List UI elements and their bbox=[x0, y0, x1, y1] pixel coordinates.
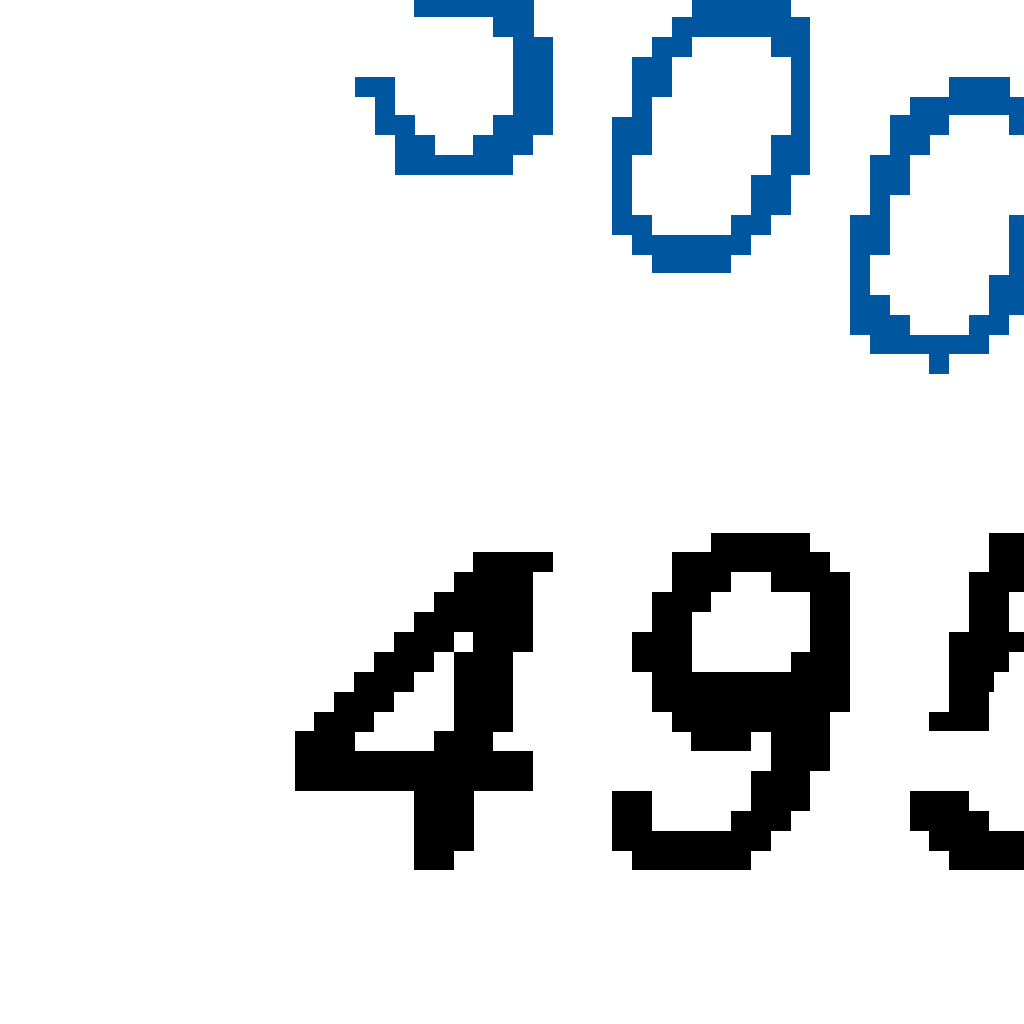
top-number-500 bbox=[355, 0, 1024, 374]
top-digit-5 bbox=[355, 0, 553, 175]
top-digit-0 bbox=[612, 0, 810, 273]
bottom-digit-9 bbox=[612, 533, 850, 870]
bottom-digit-5-cropped bbox=[910, 533, 1024, 870]
bottom-number-495 bbox=[295, 533, 1024, 870]
top-digit-0-cropped bbox=[850, 77, 1024, 374]
bottom-digit-4 bbox=[295, 552, 553, 870]
